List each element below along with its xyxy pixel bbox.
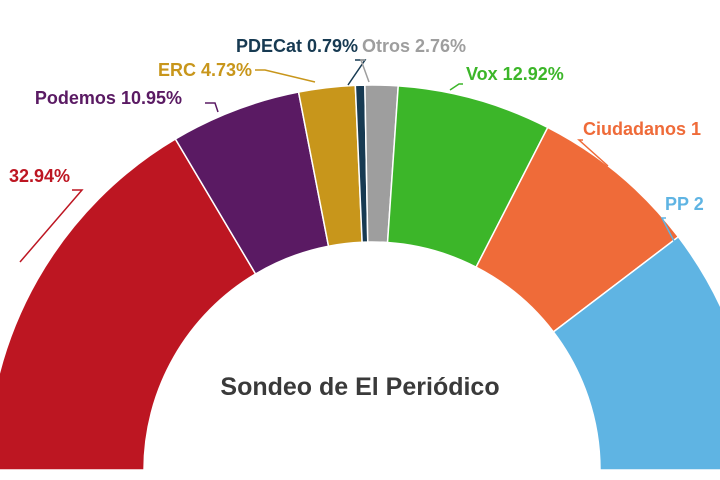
slice-label-podemos: Podemos 10.95% bbox=[35, 88, 182, 108]
leader-line-erc bbox=[255, 69, 316, 83]
slice-label-otros: Otros 2.76% bbox=[362, 36, 466, 56]
leader-line-psoe bbox=[19, 189, 84, 263]
slice-label-ciudadanos: Ciudadanos 1 bbox=[583, 119, 701, 139]
slice-label-pp: PP 2 bbox=[665, 194, 704, 214]
slice-label-vox: Vox 12.92% bbox=[466, 64, 564, 84]
slice-pp bbox=[552, 235, 720, 471]
leader-line-otros bbox=[359, 59, 370, 83]
slice-label-erc: ERC 4.73% bbox=[158, 60, 252, 80]
slices-group bbox=[0, 84, 720, 471]
slice-label-psoe: 32.94% bbox=[9, 166, 70, 186]
leader-lines-group bbox=[19, 59, 717, 323]
slice-label-pdecat: PDECat 0.79% bbox=[236, 36, 358, 56]
leader-line-ciudadanos bbox=[577, 139, 609, 167]
slice-psoe bbox=[0, 137, 257, 471]
labels-group: 32.94% Podemos 10.95% ERC 4.73% PDECat 0.79… bbox=[9, 36, 704, 214]
leader-line-vox bbox=[449, 83, 463, 91]
leader-line-pp bbox=[660, 217, 717, 323]
leader-line-podemos bbox=[205, 102, 219, 113]
center-title: Sondeo de El Periódico bbox=[220, 373, 499, 401]
